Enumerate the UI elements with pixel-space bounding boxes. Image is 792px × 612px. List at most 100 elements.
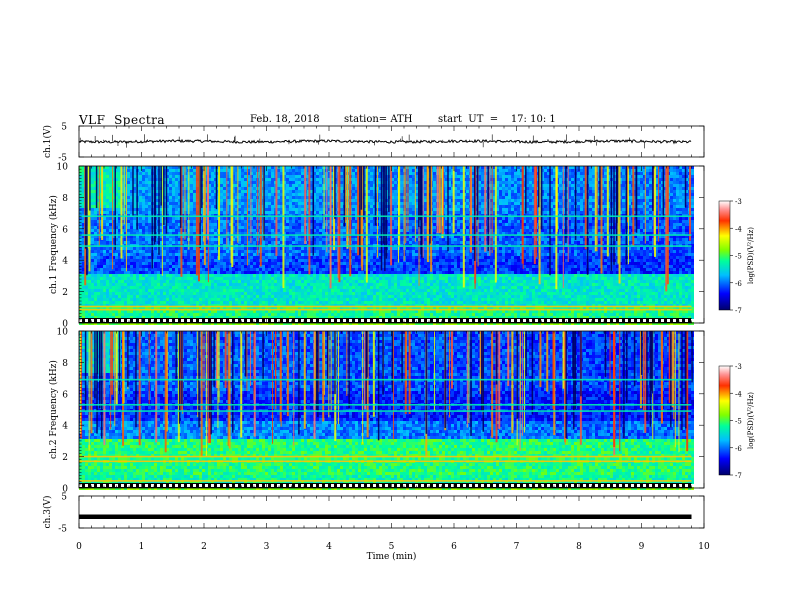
spectrogram-cell <box>370 202 373 205</box>
spectrogram-cell <box>235 175 238 178</box>
spectrogram-cell <box>127 235 130 238</box>
spectrogram-cell <box>436 235 439 238</box>
spectrogram-cell <box>247 166 250 169</box>
spectrogram-cell <box>127 196 130 199</box>
spectrogram-cell <box>550 211 553 214</box>
spectrogram-cell <box>580 223 583 226</box>
spectrogram-cell <box>331 181 334 184</box>
spectrogram-cell <box>568 181 571 184</box>
spectrogram-cell <box>511 187 514 190</box>
spectrogram-cell <box>211 184 214 187</box>
spectrogram-cell <box>649 175 652 178</box>
spectrogram-cell <box>169 169 172 172</box>
spectrogram-cell <box>97 226 100 229</box>
spectrogram-cell <box>139 175 142 178</box>
spectrogram-cell <box>646 175 649 178</box>
spectrogram-cell <box>499 175 502 178</box>
spectrogram-cell <box>526 193 529 196</box>
spectrogram-cell <box>661 217 664 220</box>
spectrogram-cell <box>82 190 85 193</box>
spectrogram-cell <box>502 187 505 190</box>
spectrogram-cell <box>637 226 640 229</box>
spectrogram-cell <box>475 232 478 235</box>
spectrogram-cell <box>532 226 535 229</box>
spectrogram-cell <box>559 202 562 205</box>
spectrogram-cell <box>658 175 661 178</box>
spectrogram-cell <box>316 196 319 199</box>
spectrogram-cell <box>169 190 172 193</box>
spectrogram-cell <box>433 190 436 193</box>
spectrogram-cell <box>655 181 658 184</box>
spectrogram-cell <box>577 172 580 175</box>
spectrogram-cell <box>655 226 658 229</box>
spectrogram-cell <box>691 178 694 181</box>
spectrogram-cell <box>139 166 142 169</box>
spectrogram-cell <box>241 196 244 199</box>
spectrogram-cell <box>241 235 244 238</box>
spectrogram-cell <box>580 211 583 214</box>
spectrogram-cell <box>571 223 574 226</box>
spectrogram-cell <box>175 217 178 220</box>
spectrogram-cell <box>166 175 169 178</box>
spectrogram-cell <box>235 193 238 196</box>
spectrogram-cell <box>454 169 457 172</box>
spectrogram-cell <box>589 175 592 178</box>
spectrogram-cell <box>355 196 358 199</box>
spectrogram-cell <box>655 190 658 193</box>
spectrogram-cell <box>253 175 256 178</box>
spectrogram-cell <box>124 193 127 196</box>
spectrogram-cell <box>412 196 415 199</box>
spectrogram-cell <box>172 190 175 193</box>
spectrogram-cell <box>334 232 337 235</box>
spectrogram-cell <box>673 211 676 214</box>
spectrogram-cell <box>148 211 151 214</box>
spectrogram-cell <box>145 187 148 190</box>
spectrogram-cell <box>685 172 688 175</box>
spectrogram-cell <box>292 226 295 229</box>
spectrogram-cell <box>526 172 529 175</box>
spectrogram-cell <box>445 208 448 211</box>
spectrogram-cell <box>232 205 235 208</box>
spectrogram-cell <box>280 235 283 238</box>
spectrogram-cell <box>424 199 427 202</box>
spectrogram-cell <box>268 220 271 223</box>
spectrogram-cell <box>400 172 403 175</box>
spectrogram-cell <box>679 166 682 169</box>
spectrogram-cell <box>460 169 463 172</box>
spectrogram-cell <box>232 166 235 169</box>
spectrogram-cell <box>511 193 514 196</box>
spectrogram-cell <box>328 199 331 202</box>
spectrogram-cell <box>454 229 457 232</box>
spectrogram-cell <box>283 211 286 214</box>
spectrogram-cell <box>283 184 286 187</box>
spectrogram-cell <box>454 184 457 187</box>
spectrogram-cell <box>313 211 316 214</box>
spectrogram-cell <box>148 217 151 220</box>
spectrogram-cell <box>283 205 286 208</box>
spectrogram-cell <box>646 226 649 229</box>
spectrogram-cell <box>451 235 454 238</box>
spectrogram-cell <box>577 178 580 181</box>
spectrogram-cell <box>79 172 82 175</box>
spectrogram-cell <box>316 166 319 169</box>
spectrogram-cell <box>691 169 694 172</box>
spectrogram-cell <box>340 202 343 205</box>
spectrogram-cell <box>637 208 640 211</box>
spectrogram-cell <box>628 178 631 181</box>
spectrogram-cell <box>118 220 121 223</box>
spectrogram-cell <box>475 211 478 214</box>
spectrogram-cell <box>232 181 235 184</box>
spectrogram-cell <box>280 211 283 214</box>
spectrogram-cell <box>124 232 127 235</box>
spectrogram-cell <box>175 205 178 208</box>
spectrogram-cell <box>190 232 193 235</box>
spectrogram-cell <box>646 223 649 226</box>
spectrogram-cell <box>505 208 508 211</box>
spectrogram-cell <box>166 193 169 196</box>
spectrogram-cell <box>340 187 343 190</box>
spectrogram-cell <box>169 166 172 169</box>
spectrogram-cell <box>481 220 484 223</box>
spectrogram-cell <box>253 187 256 190</box>
spectrogram-cell <box>139 181 142 184</box>
spectrogram-cell <box>169 181 172 184</box>
